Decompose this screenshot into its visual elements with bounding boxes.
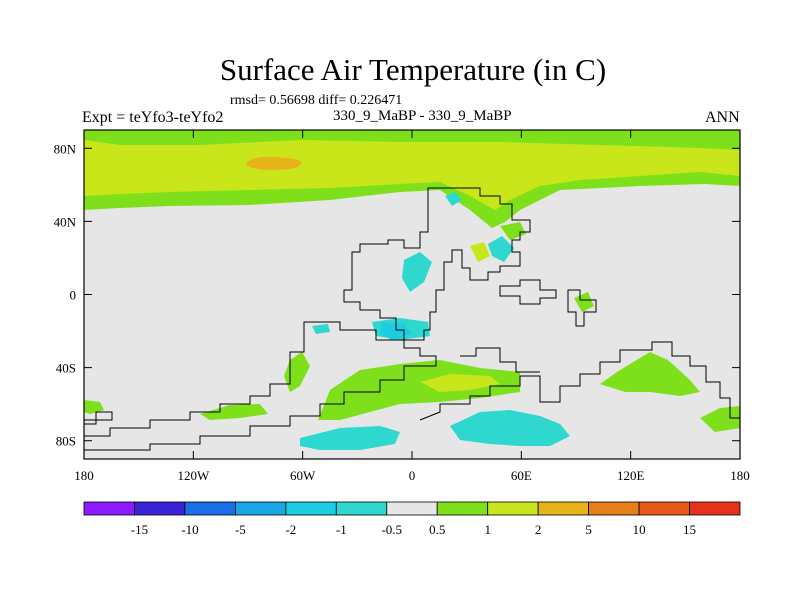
y-tick-label: 80N bbox=[54, 141, 77, 156]
southern-ocean-cooling-west bbox=[300, 426, 400, 450]
x-tick-label: 60W bbox=[290, 468, 316, 483]
colorbar-swatch bbox=[436, 501, 489, 516]
x-tick-label: 60E bbox=[511, 468, 532, 483]
colorbar-swatch bbox=[537, 501, 590, 516]
australia-outline bbox=[460, 347, 540, 373]
colorbar-label: 5 bbox=[585, 522, 592, 537]
experiment-label: Expt = teYfo3-teYfo2 bbox=[82, 109, 224, 126]
y-tick-label: 0 bbox=[70, 288, 77, 303]
colorbar-swatch bbox=[83, 501, 135, 516]
x-tick-label: 120E bbox=[617, 468, 645, 483]
coastlines bbox=[84, 187, 740, 451]
south-pacific-outline bbox=[84, 411, 113, 425]
colorbar-label: 10 bbox=[633, 522, 646, 537]
x-tick-label: 180 bbox=[730, 468, 750, 483]
arctic-warm-core bbox=[246, 156, 302, 170]
x-tick-label: 0 bbox=[409, 468, 416, 483]
stats-label: rmsd= 0.56698 diff= 0.226471 bbox=[230, 93, 403, 108]
india-outline bbox=[499, 279, 557, 305]
west-atlantic-cool-patch bbox=[312, 324, 330, 334]
colorbar: -15 -10 -5 -2 -1 -0.5 0.5 1 2 5 10 15 bbox=[83, 501, 741, 537]
x-tick-label: 120W bbox=[177, 468, 210, 483]
axis-ticks: 180 120W 60W 0 60E 120E 180 80N 40N 0 40S 80S bbox=[54, 130, 750, 483]
colorbar-swatch bbox=[335, 501, 388, 516]
colorbar-swatch bbox=[386, 501, 438, 516]
colorbar-label: -15 bbox=[131, 522, 148, 537]
colorbar-label: 0.5 bbox=[429, 522, 445, 537]
southeast-pacific-warming bbox=[200, 404, 268, 420]
africa-cool-patch bbox=[402, 252, 432, 292]
case-label: 330_9_MaBP - 330_9_MaBP bbox=[333, 108, 512, 124]
colorbar-label: -5 bbox=[235, 522, 246, 537]
colorbar-swatch bbox=[234, 501, 287, 516]
europe-cool-patch bbox=[445, 192, 462, 206]
southeast-asia-outline bbox=[567, 289, 597, 327]
indian-ocean-warming bbox=[600, 352, 700, 396]
colorbar-swatch bbox=[638, 501, 690, 516]
arctic-band-yellow bbox=[84, 140, 740, 210]
antarctica-outline bbox=[419, 341, 740, 421]
south-atlantic-yellow bbox=[420, 374, 500, 392]
asia-cool-patch bbox=[488, 236, 514, 262]
colorbar-label: 15 bbox=[683, 522, 696, 537]
colorbar-swatch bbox=[487, 501, 539, 516]
x-tick-label: 180 bbox=[74, 468, 94, 483]
y-tick-label: 80S bbox=[56, 434, 76, 449]
colorbar-label: -2 bbox=[285, 522, 296, 537]
colorbar-swatch bbox=[689, 501, 741, 516]
colorbar-label: 2 bbox=[535, 522, 542, 537]
colorbar-label: 1 bbox=[484, 522, 491, 537]
southern-ocean-cooling-east bbox=[450, 410, 570, 446]
asia-warm-patch bbox=[470, 242, 490, 262]
contour-field bbox=[84, 130, 740, 459]
colorbar-swatch bbox=[285, 501, 337, 516]
indian-coast-green bbox=[574, 292, 594, 312]
colorbar-label: -10 bbox=[181, 522, 198, 537]
colorbar-swatch bbox=[134, 501, 186, 516]
season-label: ANN bbox=[705, 109, 740, 126]
colorbar-label: -0.5 bbox=[381, 522, 402, 537]
southwest-pacific-warming bbox=[84, 400, 104, 414]
south-america-outline bbox=[84, 321, 437, 451]
colorbar-label: -1 bbox=[336, 522, 347, 537]
colorbar-swatch bbox=[588, 501, 640, 516]
chart-title: Surface Air Temperature (in C) bbox=[219, 52, 607, 87]
colorbar-swatch bbox=[184, 501, 236, 516]
eurasia-africa-outline bbox=[343, 187, 531, 341]
y-tick-label: 40N bbox=[54, 214, 77, 229]
y-tick-label: 40S bbox=[56, 361, 76, 376]
